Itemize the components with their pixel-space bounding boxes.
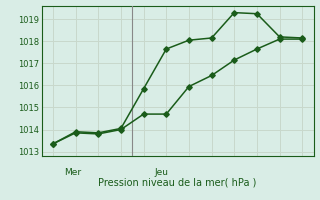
Text: Jeu: Jeu [155, 168, 169, 177]
X-axis label: Pression niveau de la mer( hPa ): Pression niveau de la mer( hPa ) [99, 178, 257, 188]
Text: Mer: Mer [64, 168, 81, 177]
